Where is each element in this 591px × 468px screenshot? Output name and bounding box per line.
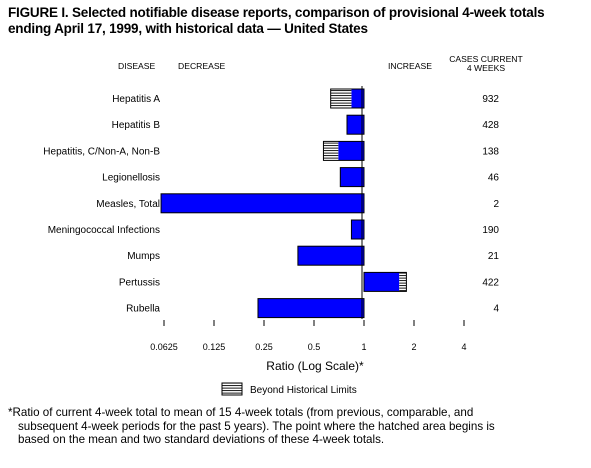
bar-outline-hepatitis-c-non-a-non-b xyxy=(322,140,365,161)
header-decrease: DECREASE xyxy=(178,61,226,71)
footnote-line-2: subsequent 4-week periods for the past 5… xyxy=(18,419,495,433)
x-tick-label-0-25: 0.25 xyxy=(255,342,273,352)
disease-label-hepatitis-a: Hepatitis A xyxy=(112,94,160,105)
header-disease: DISEASE xyxy=(118,61,156,71)
x-tick-label-1: 1 xyxy=(361,342,366,352)
disease-label-pertussis: Pertussis xyxy=(119,277,160,288)
footnote-line-1: *Ratio of current 4-week total to mean o… xyxy=(8,406,474,419)
disease-label-rubella: Rubella xyxy=(126,304,160,315)
legend-label: Beyond Historical Limits xyxy=(250,385,357,396)
bar-hatch-hepatitis-c-non-a-non-b xyxy=(323,141,339,161)
disease-label-mumps: Mumps xyxy=(127,251,160,262)
x-tick-label-4: 4 xyxy=(461,342,466,352)
bar-outline-pertussis xyxy=(363,271,407,292)
footnote: *Ratio of current 4-week total to mean o… xyxy=(8,406,586,447)
header-cases-line-2: 4 WEEKS xyxy=(467,63,505,73)
bar-rubella xyxy=(257,298,365,319)
cases-count-mumps: 21 xyxy=(488,251,500,262)
figure-title-line-2: ending April 17, 1999, with historical d… xyxy=(8,21,368,36)
disease-label-legionellosis: Legionellosis xyxy=(102,173,160,184)
bar-hepatitis-b xyxy=(346,114,365,135)
cases-count-legionellosis: 46 xyxy=(488,173,500,184)
cases-count-rubella: 4 xyxy=(493,304,499,315)
bar-measles-total xyxy=(160,193,365,214)
x-tick-label-2: 2 xyxy=(411,342,416,352)
bar-legionellosis xyxy=(339,167,365,188)
cases-count-hepatitis-c-non-a-non-b: 138 xyxy=(482,146,499,157)
bar-hepatitis-a xyxy=(351,89,364,108)
cases-count-pertussis: 422 xyxy=(482,277,499,288)
legend-swatch-hatched xyxy=(221,382,243,396)
cases-count-hepatitis-a: 932 xyxy=(482,94,499,105)
cases-count-measles-total: 2 xyxy=(493,199,499,210)
figure-title-line-1: FIGURE I. Selected notifiable disease re… xyxy=(8,5,545,20)
cases-count-meningococcal-infections: 190 xyxy=(482,225,499,236)
x-axis-ticks: 0.0625 0.125 0.25 0.5 1 2 4 xyxy=(150,320,467,352)
bar-outline-hepatitis-a xyxy=(330,88,365,109)
bar-hepatitis-c-non-a-non-b xyxy=(338,141,364,161)
x-tick-label-0-5: 0.5 xyxy=(308,342,321,352)
disease-label-hepatitis-c-non-a-non-b: Hepatitis, C/Non-A, Non-B xyxy=(43,146,160,157)
disease-label-meningococcal-infections: Meningococcal Infections xyxy=(48,225,160,236)
cases-count-hepatitis-b: 428 xyxy=(482,120,499,131)
bars-layer: Hepatitis A 932 Hepatitis B 428 Hepatitis, C… xyxy=(43,88,500,319)
bar-meningococcal-infections xyxy=(350,219,365,240)
x-axis-label: Ratio (Log Scale)* xyxy=(266,359,364,373)
x-tick-label-0-0625: 0.0625 xyxy=(150,342,178,352)
disease-label-hepatitis-b: Hepatitis B xyxy=(112,120,161,131)
bar-hatch-hepatitis-a xyxy=(330,89,352,108)
bar-mumps xyxy=(297,245,365,266)
x-tick-label-0-125: 0.125 xyxy=(203,342,226,352)
bar-hatch-pertussis xyxy=(399,272,407,292)
footnote-line-3: based on the mean and two standard devia… xyxy=(18,433,385,447)
ratio-bar-chart: DISEASE DECREASE INCREASE CASES CURRENT … xyxy=(43,54,523,396)
disease-label-measles-total: Measles, Total xyxy=(96,199,160,210)
figure-title: FIGURE I. Selected notifiable disease re… xyxy=(8,5,583,37)
header-cases-line-1: CASES CURRENT xyxy=(449,54,523,64)
bar-pertussis xyxy=(364,272,400,292)
header-increase: INCREASE xyxy=(388,61,432,71)
